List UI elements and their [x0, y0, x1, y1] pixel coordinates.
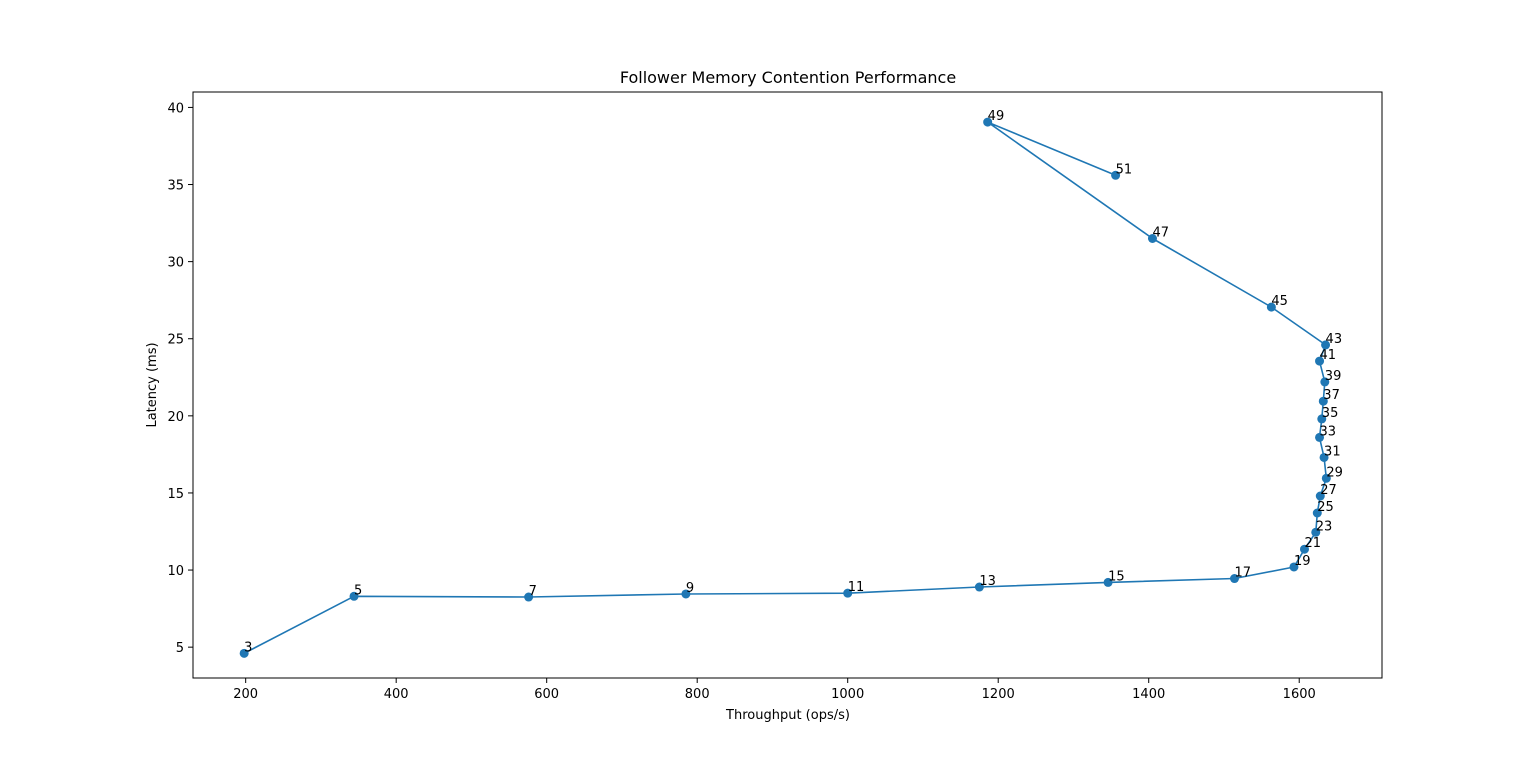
data-point-label: 13	[979, 574, 996, 589]
x-tick-label: 1200	[982, 687, 1015, 702]
data-point	[1311, 527, 1321, 537]
data-point	[983, 117, 993, 127]
data-point	[1321, 473, 1331, 483]
data-point	[1147, 234, 1157, 243]
data-point-label: 29	[1326, 465, 1343, 480]
data-point-label: 19	[1294, 554, 1311, 569]
data-point	[974, 582, 984, 592]
data-point	[1318, 396, 1328, 406]
x-tick-label: 800	[685, 687, 710, 702]
data-point	[1317, 414, 1327, 424]
data-point-label: 27	[1320, 483, 1337, 498]
data-point	[1315, 432, 1325, 442]
data-point	[1266, 302, 1276, 312]
data-point-label: 51	[1116, 162, 1133, 177]
y-tick-label: 10	[167, 564, 184, 579]
x-tick-label: 1000	[831, 687, 864, 702]
data-point-label: 39	[1325, 369, 1342, 384]
chart-title: Follower Memory Contention Performance	[620, 68, 956, 87]
data-point-label: 17	[1235, 566, 1252, 581]
y-tick-label: 15	[167, 487, 184, 502]
y-tick-label: 40	[167, 101, 184, 116]
data-point-label: 31	[1324, 444, 1341, 459]
data-point	[239, 648, 249, 658]
x-tick-label: 600	[534, 687, 559, 702]
x-tick-label: 1400	[1132, 687, 1165, 702]
data-point	[1111, 170, 1121, 180]
data-point	[524, 592, 534, 602]
data-point	[1319, 452, 1329, 462]
data-point-label: 7	[529, 584, 537, 599]
data-point-label: 43	[1326, 332, 1343, 347]
data-point	[843, 588, 853, 598]
x-axis: 200 400 600 800 1000 1200 1400 1600	[233, 678, 1316, 702]
data-point-label: 21	[1304, 536, 1321, 551]
data-point	[1230, 574, 1240, 584]
data-point-label: 41	[1320, 348, 1337, 363]
data-point-label: 49	[988, 109, 1005, 124]
y-axis-label: Latency (ms)	[145, 342, 160, 427]
data-point-label: 15	[1108, 569, 1125, 584]
data-point	[1103, 577, 1113, 587]
data-point-label: 5	[354, 583, 362, 598]
data-point	[681, 589, 691, 599]
y-tick-label: 30	[167, 256, 184, 271]
data-point	[1315, 491, 1325, 501]
data-point	[1299, 544, 1309, 554]
y-axis: 5 10 15 20 25 30 35 40	[167, 101, 193, 656]
data-point-label: 33	[1320, 424, 1337, 439]
x-tick-label: 200	[233, 687, 258, 702]
y-tick-label: 35	[167, 179, 184, 194]
data-point-label: 9	[686, 581, 694, 596]
data-point	[1312, 508, 1322, 518]
x-tick-label: 1600	[1283, 687, 1316, 702]
data-point-label: 25	[1317, 500, 1334, 515]
data-point-label: 47	[1152, 226, 1169, 241]
y-tick-label: 5	[176, 641, 184, 656]
data-point-label: 35	[1322, 406, 1339, 421]
data-point	[1315, 356, 1325, 366]
x-axis-label: Throughput (ops/s)	[725, 708, 850, 723]
data-point-label: 37	[1323, 388, 1340, 403]
data-point-label: 3	[244, 640, 252, 655]
data-point-label: 11	[848, 580, 865, 595]
data-point	[349, 591, 359, 601]
plot-frame	[192, 91, 1383, 679]
data-point	[1289, 562, 1299, 572]
plot-area: 35 7 9 11 13 15 171921232527293133353739414345…	[239, 109, 1343, 658]
data-point	[1321, 340, 1331, 350]
x-tick-label: 400	[384, 687, 409, 702]
data-point-label: 23	[1316, 519, 1333, 534]
y-tick-label: 20	[167, 410, 184, 425]
data-point-label: 45	[1271, 294, 1288, 309]
y-tick-label: 25	[167, 333, 184, 348]
data-point	[1320, 377, 1330, 387]
